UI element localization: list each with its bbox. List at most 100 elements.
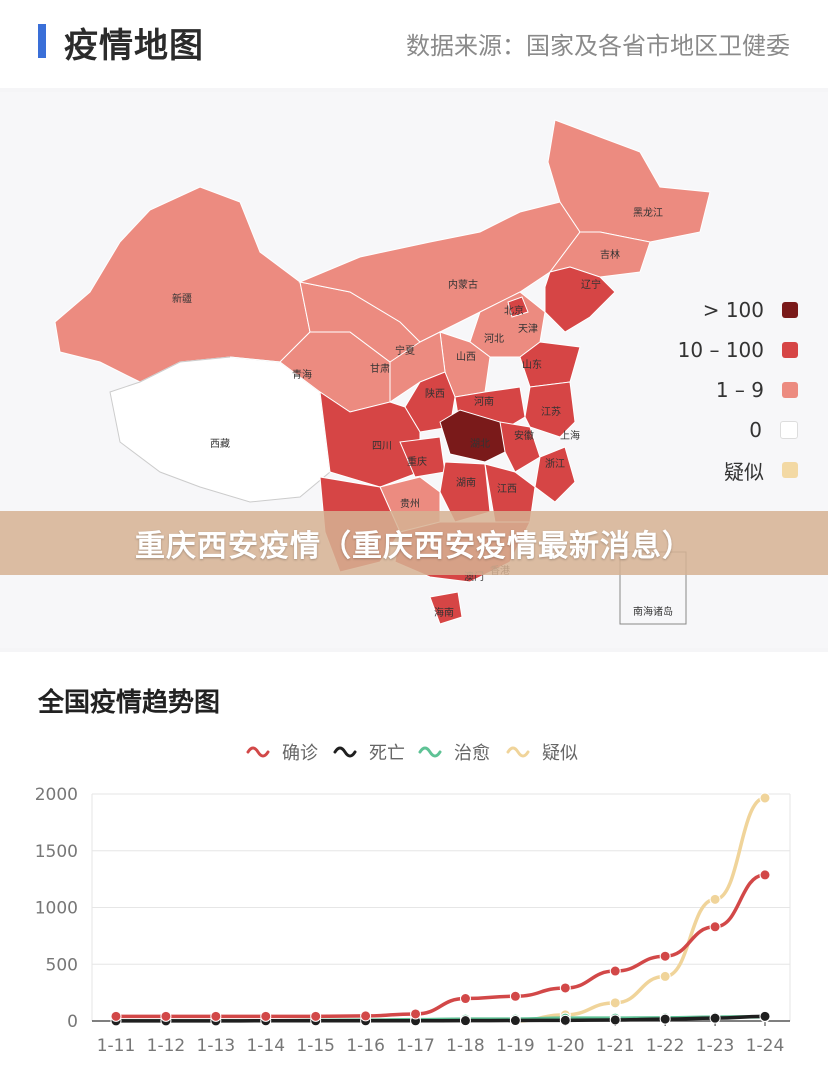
x-tick-label: 1-20 (546, 1036, 585, 1056)
province-label: 山西 (456, 351, 476, 363)
legend-label: 治愈 (454, 743, 490, 764)
legend-label: 0 (749, 418, 762, 442)
province-label: 江苏 (541, 405, 561, 418)
x-tick-label: 1-22 (646, 1036, 685, 1056)
trend-chart: 0 500 1000 1500 2000 1-11 1-12 1-13 1-14 1-15 1-16… (35, 743, 791, 1056)
y-tick-label: 2000 (35, 785, 78, 805)
data-point (559, 982, 571, 994)
inset-label: 南海诸岛 (633, 605, 673, 618)
legend-marker (418, 746, 442, 758)
y-tick-label: 0 (67, 1012, 78, 1032)
province-label: 吉林 (600, 248, 620, 261)
data-point (609, 997, 621, 1009)
data-point (659, 950, 671, 962)
province-label: 河南 (474, 395, 494, 408)
y-tick-label: 1500 (35, 842, 78, 862)
region-sichuan (319, 390, 421, 488)
data-point (709, 921, 721, 933)
title-accent-bar (38, 24, 46, 58)
x-tick-label: 1-16 (346, 1036, 385, 1056)
legend-item[interactable]: 0 (749, 415, 798, 445)
province-label: 内蒙古 (448, 278, 478, 291)
legend-label: 死亡 (369, 743, 405, 764)
legend-swatch (782, 302, 798, 318)
x-tick-label: 1-21 (596, 1036, 635, 1056)
province-label: 新疆 (172, 292, 192, 305)
data-point (310, 1010, 322, 1022)
data-point (509, 990, 521, 1002)
data-point (459, 993, 471, 1005)
data-point (160, 1010, 172, 1022)
province-label: 辽宁 (581, 278, 601, 291)
data-point (609, 1014, 621, 1026)
x-tick-label: 1-11 (97, 1036, 136, 1056)
data-point (260, 1010, 272, 1022)
x-tick-label: 1-23 (696, 1036, 735, 1056)
legend-item[interactable]: 1 – 9 (716, 375, 798, 405)
map-title: 疫情地图 (64, 26, 204, 66)
x-tick-label: 1-15 (296, 1036, 335, 1056)
province-label: 湖南 (456, 476, 476, 489)
x-tick-label: 1-14 (246, 1036, 285, 1056)
province-label: 四川 (372, 441, 392, 452)
data-source: 数据来源：国家及各省市地区卫健委 (406, 32, 790, 60)
x-tick-label: 1-17 (396, 1036, 435, 1056)
region-hainan (429, 591, 463, 625)
region-jiangsu (524, 381, 576, 438)
region-shandong (519, 341, 581, 388)
trend-chart-card: 全国疫情趋势图 0 500 1000 1500 2000 1-11 1-12 1-13 1-14… (0, 652, 828, 1087)
data-point (709, 1012, 721, 1024)
data-point (609, 965, 621, 977)
province-label: 海南 (434, 606, 454, 619)
legend-marker (506, 746, 530, 758)
province-label: 宁夏 (395, 344, 415, 357)
province-label: 黑龙江 (633, 206, 663, 219)
region-beijing (507, 296, 529, 318)
legend-item[interactable]: 10 – 100 (678, 335, 798, 365)
region-heilongjiang (547, 119, 711, 243)
province-label: 天津 (518, 323, 538, 335)
data-point (759, 1010, 771, 1022)
x-tick-label: 1-12 (147, 1036, 186, 1056)
series-line (115, 873, 766, 1019)
province-label: 青海 (292, 368, 312, 381)
province-label: 陕西 (425, 387, 445, 400)
data-point (459, 1015, 471, 1027)
legend-item[interactable]: 疑似 (724, 455, 798, 485)
legend-label: > 100 (702, 298, 764, 322)
data-point (659, 970, 671, 982)
x-tick-label: 1-19 (496, 1036, 535, 1056)
x-tick-label: 1-18 (446, 1036, 485, 1056)
legend-swatch (782, 462, 798, 478)
data-point (559, 1014, 571, 1026)
region-zhejiang (534, 446, 576, 503)
data-point (110, 1010, 122, 1022)
province-label: 北京 (504, 304, 524, 317)
x-tick-label: 1-13 (197, 1036, 236, 1056)
region-xinjiang (54, 186, 311, 383)
legend-swatch (782, 342, 798, 358)
data-point (509, 1015, 521, 1027)
data-point (360, 1010, 372, 1022)
legend-marker (333, 746, 357, 758)
data-point (659, 1013, 671, 1025)
legend-label: 1 – 9 (715, 378, 764, 402)
data-point (759, 869, 771, 881)
legend-label: 疑似 (724, 459, 764, 484)
province-label: 甘肃 (370, 362, 390, 375)
chart-title: 全国疫情趋势图 (38, 688, 221, 718)
data-point (759, 792, 771, 804)
legend-item[interactable]: > 100 (703, 295, 798, 325)
province-label: 湖北 (470, 438, 490, 450)
data-point (210, 1010, 222, 1022)
legend-swatch (780, 421, 798, 439)
province-label: 江西 (497, 483, 517, 495)
title-banner: 重庆西安疫情（重庆西安疫情最新消息） (0, 511, 828, 575)
legend-label: 疑似 (542, 743, 578, 764)
y-tick-label: 1000 (35, 899, 78, 919)
legend-marker (246, 746, 270, 758)
banner-text: 重庆西安疫情（重庆西安疫情最新消息） (135, 529, 693, 564)
legend-label: 10 – 100 (677, 338, 764, 362)
legend-swatch (782, 382, 798, 398)
